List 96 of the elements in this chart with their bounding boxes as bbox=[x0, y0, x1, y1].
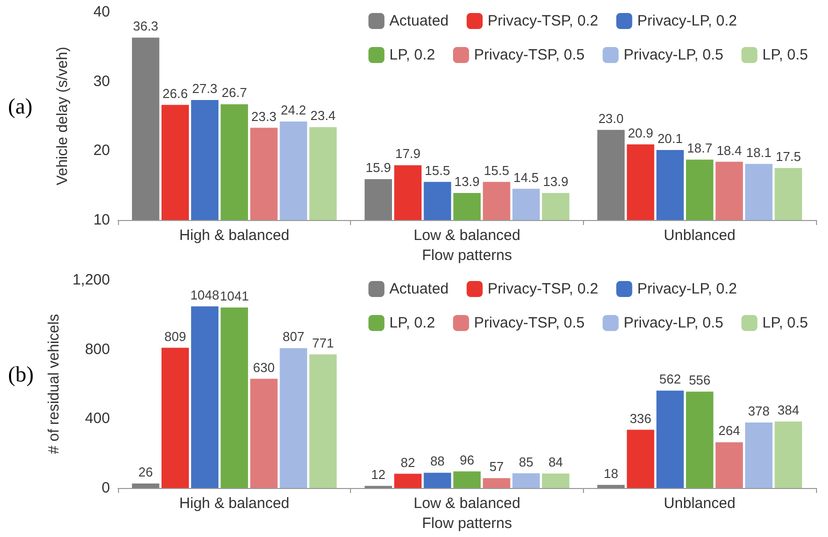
bar bbox=[394, 474, 422, 488]
x-tick-label: High & balanced bbox=[179, 227, 290, 244]
y-tick-label: 10 bbox=[93, 212, 110, 228]
legend-label: LP, 0.2 bbox=[389, 46, 436, 64]
data-label: 26 bbox=[138, 464, 153, 480]
legend-label: LP, 0.5 bbox=[762, 46, 808, 64]
data-label: 84 bbox=[548, 454, 563, 470]
x-tick-label: Low & balanced bbox=[414, 495, 520, 512]
legend-label: Privacy-LP, 0.5 bbox=[624, 46, 724, 64]
legend-label: Privacy-TSP, 0.2 bbox=[488, 12, 598, 30]
y-tick-label: 400 bbox=[84, 410, 110, 428]
legend-label: Privacy-LP, 0.2 bbox=[637, 280, 738, 298]
y-tick-label: 0 bbox=[102, 480, 110, 496]
bar bbox=[132, 483, 160, 488]
data-label: 378 bbox=[748, 403, 770, 418]
bar bbox=[220, 308, 248, 488]
y-tick-label: 800 bbox=[84, 340, 110, 358]
data-label: 57 bbox=[489, 459, 504, 474]
data-label: 20.9 bbox=[628, 125, 654, 140]
data-label: 18.1 bbox=[746, 144, 772, 160]
data-label: 13.9 bbox=[454, 174, 480, 189]
data-label: 15.9 bbox=[366, 160, 391, 176]
data-label: 336 bbox=[630, 410, 652, 426]
x-axis-title: Flow patterns bbox=[422, 515, 512, 532]
data-label: 14.5 bbox=[513, 170, 539, 185]
data-label: 807 bbox=[282, 329, 304, 344]
data-label: 23.0 bbox=[598, 110, 624, 126]
y-tick-label: 40 bbox=[93, 4, 110, 20]
bar bbox=[309, 354, 337, 488]
bar bbox=[512, 473, 540, 488]
data-label: 562 bbox=[659, 372, 681, 387]
data-label: 12 bbox=[371, 466, 386, 482]
bar bbox=[162, 348, 189, 488]
x-axis-title: Flow patterns bbox=[422, 247, 512, 264]
bar bbox=[191, 306, 218, 488]
data-label: 20.1 bbox=[657, 130, 683, 146]
legend-label: LP, 0.5 bbox=[762, 314, 808, 332]
x-tick-label: Unblanced bbox=[664, 495, 736, 512]
legend-label: Privacy-TSP, 0.5 bbox=[474, 46, 585, 64]
legend-label: Privacy-TSP, 0.2 bbox=[488, 280, 598, 298]
data-label: 384 bbox=[778, 402, 800, 418]
data-label: 18.4 bbox=[716, 142, 742, 158]
x-tick-label: Low & balanced bbox=[414, 227, 520, 244]
data-label: 13.9 bbox=[543, 174, 568, 189]
data-label: 556 bbox=[688, 372, 711, 388]
legend-label: LP, 0.2 bbox=[389, 314, 436, 332]
bar bbox=[745, 422, 772, 488]
y-tick-label: 30 bbox=[93, 72, 110, 90]
bar bbox=[453, 471, 481, 488]
data-label: 1048 bbox=[190, 287, 220, 302]
data-label: 17.9 bbox=[395, 146, 421, 162]
legend-label: Actuated bbox=[389, 12, 449, 30]
data-label: 85 bbox=[518, 454, 534, 470]
data-label: 18 bbox=[604, 466, 618, 481]
data-label: 23.3 bbox=[251, 108, 277, 124]
data-label: 24.2 bbox=[280, 102, 306, 118]
data-label: 264 bbox=[718, 423, 740, 438]
data-label: 23.4 bbox=[310, 108, 336, 124]
x-tick-label: High & balanced bbox=[179, 495, 290, 512]
bar bbox=[686, 392, 714, 488]
data-label: 630 bbox=[253, 360, 275, 375]
bar bbox=[424, 472, 452, 488]
text: (b) bbox=[8, 362, 34, 386]
text: (a) bbox=[8, 94, 32, 118]
bar bbox=[716, 442, 743, 488]
data-label: 26.7 bbox=[222, 85, 247, 100]
y-axis-title: # of residual vehicels bbox=[46, 314, 63, 454]
y-tick-label: 20 bbox=[93, 142, 110, 160]
data-label: 88 bbox=[430, 454, 445, 469]
data-label: 809 bbox=[164, 328, 186, 344]
legend-label: Actuated bbox=[389, 280, 449, 298]
legend-label: Privacy-LP, 0.2 bbox=[637, 12, 738, 30]
bar bbox=[656, 390, 684, 488]
bar bbox=[250, 378, 278, 488]
bar bbox=[542, 473, 570, 488]
data-label: 96 bbox=[460, 452, 474, 468]
x-tick-label: Unblanced bbox=[664, 227, 736, 244]
data-label: 1041 bbox=[220, 288, 249, 304]
y-tick-label: 1,200 bbox=[72, 272, 110, 288]
legend-label: Privacy-TSP, 0.5 bbox=[474, 314, 585, 332]
bar bbox=[774, 421, 802, 488]
data-label: 17.5 bbox=[776, 149, 802, 164]
data-label: 82 bbox=[400, 454, 416, 470]
legend-label: Privacy-LP, 0.5 bbox=[624, 314, 724, 332]
bar bbox=[597, 484, 625, 488]
data-label: 27.3 bbox=[192, 81, 218, 96]
bar bbox=[626, 430, 654, 488]
bar bbox=[482, 478, 510, 488]
bar bbox=[280, 348, 308, 488]
data-label: 771 bbox=[312, 335, 334, 350]
data-label: 15.5 bbox=[484, 162, 510, 178]
data-label: 36.3 bbox=[132, 18, 158, 34]
data-label: 26.6 bbox=[162, 86, 188, 101]
y-axis-title: Vehicle delay (s/veh) bbox=[54, 46, 71, 186]
data-label: 18.7 bbox=[687, 140, 712, 156]
data-label: 15.5 bbox=[424, 162, 450, 178]
